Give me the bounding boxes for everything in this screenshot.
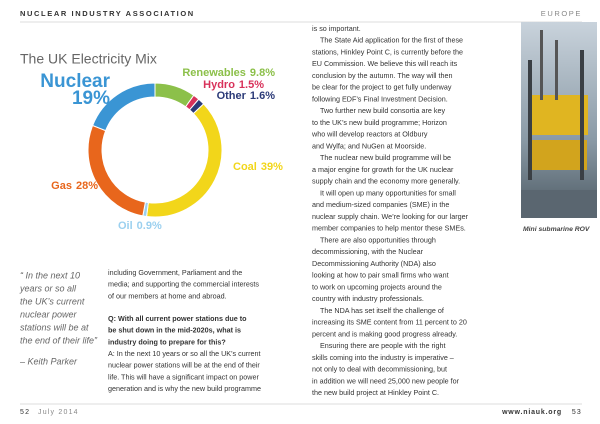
value-label: 1.5%	[239, 79, 264, 91]
body-line: a major engine for growth for the UK nuc…	[312, 165, 454, 174]
value-label: 0.9%	[137, 220, 162, 232]
quote-attribution: – Keith Parker	[19, 356, 78, 366]
body-line: supply chain and the economy more genera…	[312, 177, 460, 186]
header-title: NUCLEAR INDUSTRY ASSOCIATION	[20, 9, 195, 18]
value-label: 28%	[76, 180, 98, 192]
body-line: country with industry professionals.	[312, 294, 424, 303]
category-label: Gas	[51, 180, 72, 192]
question-line: industry doing to prepare for this?	[108, 337, 226, 346]
body-line: nuclear supply chain. We’re looking for …	[312, 212, 469, 221]
body-line: including Government, Parliament and the	[108, 268, 242, 277]
body-line: The State Aid application for the first …	[320, 36, 463, 45]
quote-line: stations will be at	[20, 322, 89, 332]
quote-line: the UK’s current	[20, 296, 85, 306]
slice-label: Renewables 9.8%	[182, 67, 275, 79]
answer-line: life. This will have a significant impac…	[108, 372, 259, 381]
body-line: Two further new build consortia are key	[320, 106, 445, 115]
slice-label: Nuclear 19%	[40, 71, 110, 109]
body-line: in addition we will need 25,000 new peop…	[312, 376, 460, 385]
slice-label: Oil 0.9%	[118, 220, 162, 232]
value-label: 19%	[72, 88, 110, 109]
body-line: conclusion by the autumn. The way will t…	[312, 71, 453, 80]
slice-label: Gas 28%	[51, 180, 98, 192]
body-line: The nuclear new build programme will be	[320, 153, 451, 162]
category-label: Coal	[233, 161, 257, 173]
body-line: EU Commission. We believe this will reac…	[312, 59, 458, 68]
body-line: Decommissioning Authority (NDA) also	[312, 259, 436, 268]
quote-line: “ In the next 10	[20, 270, 80, 280]
body-line: to work on upcoming projects around the	[312, 282, 442, 291]
header-section: EUROPE	[541, 9, 582, 18]
category-label: Hydro	[203, 79, 235, 91]
answer-line: generation and is why the new build prog…	[108, 384, 261, 393]
quote-line: nuclear power	[20, 309, 78, 319]
slice-label: Other 1.6%	[217, 90, 276, 102]
body-line: and Wylfa; and NuGen at Moorside.	[312, 141, 426, 150]
body-line: be clear for the project to get fully un…	[312, 83, 452, 92]
category-label: Other	[217, 90, 247, 102]
page-number: 52	[20, 409, 30, 416]
body-line: who will develop reactors at Oldbury	[311, 130, 428, 139]
quote-line: the end of their life”	[20, 335, 98, 345]
donut-slice	[146, 103, 223, 218]
category-label: Oil	[118, 220, 133, 232]
body-line: stations, Hinkley Point C, is currently …	[312, 47, 463, 56]
body-line: percent and is making good progress alre…	[312, 329, 457, 338]
photo-caption: Mini submarine ROV	[523, 226, 591, 233]
body-line: the new build project at Hinkley Point C…	[312, 388, 439, 397]
body-line: member companies to help mentor these SM…	[312, 224, 466, 233]
value-label: 1.6%	[250, 90, 275, 102]
body-line: to the UK’s new build programme; Horizon	[312, 118, 447, 127]
body-line: skills coming into the industry is imper…	[312, 353, 454, 362]
body-line: The NDA has set itself the challenge of	[320, 306, 444, 315]
category-label: Renewables	[182, 67, 246, 79]
slice-label: Coal 39%	[233, 161, 283, 173]
body-line: media; and supporting the commercial int…	[108, 280, 259, 289]
body-line: increasing its SME content from 11 perce…	[312, 318, 467, 327]
body-line: decommissioning, with the Nuclear	[312, 247, 424, 256]
body-line: There are also opportunities through	[320, 235, 436, 244]
body-line: is so important.	[312, 24, 361, 33]
body-line: of our members at home and abroad.	[108, 291, 227, 300]
website: www.niauk.org	[501, 409, 562, 416]
category-label: Nuclear	[40, 71, 110, 92]
page-number: 53	[572, 409, 582, 416]
body-line: not only to deal with decommissioning, b…	[312, 365, 447, 374]
body-line: and medium-sized companies (SME) in the	[312, 200, 449, 209]
slice-label: Hydro 1.5%	[203, 79, 264, 91]
donut-slice	[87, 124, 146, 217]
question-line: be shut down in the mid-2020s, what is	[108, 326, 241, 335]
quote-line: years or so all	[19, 283, 77, 293]
issue-date: July 2014	[38, 409, 79, 416]
answer-line: A: In the next 10 years or so all the UK…	[108, 349, 260, 358]
body-line: Ensuring there are people with the right	[320, 341, 445, 350]
donut-chart: Renewables 9.8% Hydro 1.5%Other 1.6% Coal 39% O…	[40, 67, 283, 232]
body-line: following EDF’s Final Investment Decisio…	[312, 94, 448, 103]
photo	[521, 22, 597, 218]
value-label: 39%	[261, 161, 283, 173]
body-line: It will open up many opportunities for s…	[320, 188, 456, 197]
answer-line: nuclear power stations will be at the en…	[108, 361, 260, 370]
chart-title: The UK Electricity Mix	[20, 51, 157, 67]
question-line: Q: With all current power stations due t…	[108, 314, 247, 323]
donut-slice	[91, 82, 156, 132]
body-line: looking at how to pair small firms who w…	[312, 271, 449, 280]
value-label: 9.8%	[250, 67, 275, 79]
